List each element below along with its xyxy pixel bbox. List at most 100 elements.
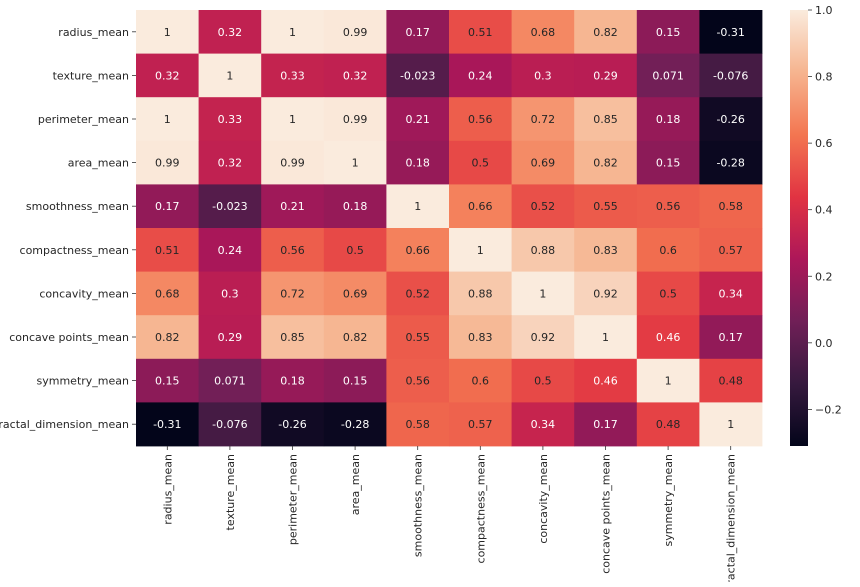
colorbar-tick-label: 0.4	[815, 204, 833, 217]
heatmap-cell	[511, 10, 575, 54]
heatmap-cell	[636, 228, 700, 272]
cell-value-label: 1	[164, 113, 171, 126]
cell-value-label: 0.5	[472, 157, 490, 170]
y-tick-label: radius_mean	[58, 26, 129, 39]
cell-value-label: 0.15	[155, 375, 180, 388]
cell-value-label: 0.21	[405, 113, 430, 126]
cell-value-label: 0.18	[280, 375, 305, 388]
x-tick-label: symmetry_mean	[662, 454, 675, 547]
heatmap-cell	[198, 271, 262, 316]
heatmap-cell	[136, 402, 199, 447]
heatmap-cell	[261, 228, 325, 272]
cell-value-label: 0.52	[531, 200, 556, 213]
heatmap-cell	[636, 184, 700, 229]
cell-value-label: 0.071	[652, 69, 684, 82]
heatmap-cell	[449, 53, 512, 98]
cell-value-label: 0.17	[593, 418, 618, 431]
cell-value-label: 0.46	[593, 375, 618, 388]
cell-value-label: 0.88	[468, 287, 493, 300]
cell-value-label: 0.72	[280, 287, 305, 300]
cell-value-label: 1	[665, 375, 672, 388]
heatmap-cell	[699, 140, 763, 185]
x-tick-label: concavity_mean	[537, 454, 550, 544]
heatmap-cell	[699, 315, 763, 360]
heatmap-cell	[386, 97, 450, 142]
cell-value-label: 0.32	[155, 69, 180, 82]
cell-value-label: 0.17	[718, 331, 743, 344]
cell-value-label: 0.92	[593, 287, 618, 300]
heatmap-cell	[449, 140, 512, 185]
cell-value-label: 0.58	[405, 418, 430, 431]
cell-value-label: 0.68	[155, 287, 180, 300]
heatmap-cell	[261, 53, 325, 98]
heatmap-cell	[261, 271, 325, 316]
heatmap-cell	[636, 358, 700, 403]
cell-value-label: 0.071	[214, 375, 246, 388]
cell-value-label: 1	[352, 157, 359, 170]
heatmap-cell	[323, 10, 387, 54]
cell-value-label: 0.99	[280, 157, 305, 170]
heatmap-cell	[699, 97, 763, 142]
cell-value-label: 0.6	[659, 244, 677, 257]
heatmap-cell	[449, 184, 512, 229]
cell-value-label: 0.69	[343, 287, 368, 300]
cell-value-label: 1	[539, 287, 546, 300]
heatmap-cell	[636, 140, 700, 185]
cell-value-label: 0.21	[280, 200, 305, 213]
x-tick-label: fractal_dimension_mean	[725, 454, 738, 582]
cell-value-label: 0.34	[718, 287, 743, 300]
colorbar-tick-label: −0.2	[815, 403, 842, 416]
heatmap-cell	[386, 315, 450, 360]
heatmap-cell	[699, 228, 763, 272]
cell-value-label: 1	[602, 331, 609, 344]
cell-value-label: -0.31	[716, 26, 744, 39]
heatmap-cell	[574, 97, 638, 142]
heatmap-cell	[323, 358, 387, 403]
heatmap-cell	[574, 271, 638, 316]
colorbar-tick-label: 0.0	[815, 337, 833, 350]
heatmap-cell	[449, 97, 512, 142]
heatmap-cell	[136, 53, 199, 98]
cell-value-label: 0.15	[343, 375, 368, 388]
y-tick-label: area_mean	[68, 157, 129, 170]
heatmap-cell	[574, 10, 638, 54]
cell-value-label: 0.29	[218, 331, 243, 344]
cell-value-label: -0.023	[212, 200, 247, 213]
heatmap-cell	[449, 271, 512, 316]
cell-value-label: 0.17	[405, 26, 430, 39]
heatmap-cell	[636, 97, 700, 142]
heatmap-cell	[574, 358, 638, 403]
cell-value-label: 0.85	[593, 113, 618, 126]
heatmap-cell	[198, 358, 262, 403]
cell-value-label: 0.3	[221, 287, 239, 300]
heatmap-cell	[699, 53, 763, 98]
y-tick-label: compactness_mean	[20, 244, 130, 257]
heatmap-cell	[574, 315, 638, 360]
cell-value-label: 0.33	[218, 113, 243, 126]
cell-value-label: 0.55	[405, 331, 430, 344]
heatmap-cell	[198, 140, 262, 185]
cell-value-label: 0.33	[280, 69, 305, 82]
cell-value-label: 0.34	[531, 418, 556, 431]
cell-value-label: 0.82	[593, 157, 618, 170]
cell-value-label: 0.5	[346, 244, 364, 257]
cell-value-label: 0.48	[656, 418, 681, 431]
x-tick-label: texture_mean	[224, 454, 237, 530]
heatmap-cell	[198, 97, 262, 142]
x-tick-label: concave points_mean	[600, 454, 613, 574]
heatmap-cell	[636, 53, 700, 98]
cell-value-label: 1	[289, 113, 296, 126]
cell-value-label: -0.076	[713, 69, 748, 82]
cell-value-label: 0.92	[531, 331, 556, 344]
heatmap-cell	[198, 402, 262, 447]
x-tick-label: smoothness_mean	[412, 454, 425, 557]
heatmap-cell	[323, 53, 387, 98]
y-tick-label: concavity_mean	[39, 287, 129, 300]
y-tick-label: symmetry_mean	[37, 375, 130, 388]
cell-value-label: 0.99	[155, 157, 180, 170]
heatmap-cell	[136, 358, 199, 403]
heatmap-cell	[511, 53, 575, 98]
cell-value-label: 0.5	[659, 287, 677, 300]
